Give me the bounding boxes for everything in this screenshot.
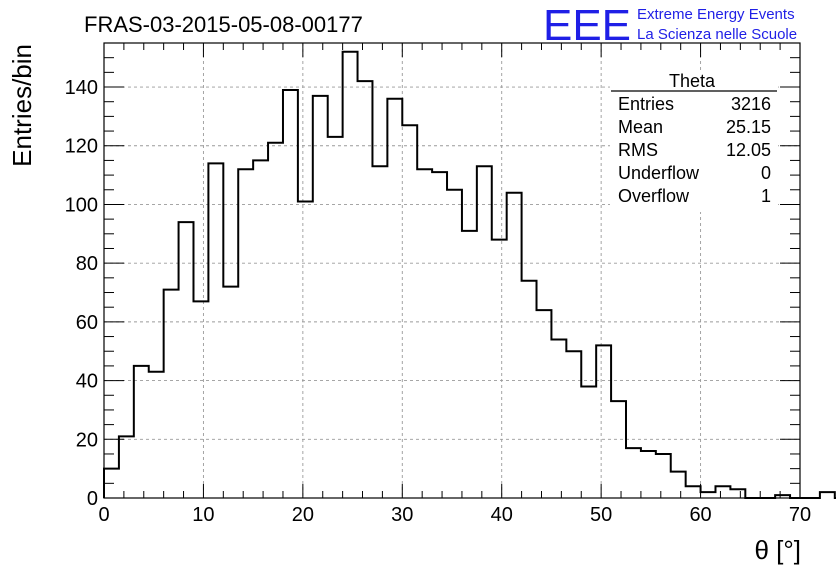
stats-row-rms: RMS 12.05 bbox=[618, 140, 771, 160]
histogram-bin bbox=[313, 96, 328, 498]
eee-logo-mark: EEE bbox=[543, 1, 631, 50]
y-tick-label: 40 bbox=[76, 371, 98, 393]
histogram-bin bbox=[641, 451, 656, 498]
histogram-bin bbox=[387, 99, 402, 498]
histogram-bin bbox=[537, 310, 552, 498]
grid-lines bbox=[104, 43, 800, 498]
histogram-bin bbox=[596, 345, 611, 498]
histogram-bin bbox=[402, 125, 417, 498]
x-tick-labels: 0 10 20 30 40 50 60 70 bbox=[98, 504, 811, 526]
histogram-bin bbox=[134, 366, 149, 498]
x-tick-label: 30 bbox=[391, 504, 413, 526]
y-tick-label: 140 bbox=[65, 77, 98, 99]
histogram-bin bbox=[372, 166, 387, 498]
y-tick-label: 80 bbox=[76, 253, 98, 275]
eee-logo-line1: Extreme Energy Events bbox=[637, 6, 795, 23]
histogram-bin bbox=[268, 143, 283, 498]
plot-frame bbox=[103, 42, 801, 499]
y-tick-label: 100 bbox=[65, 194, 98, 216]
histogram-bin bbox=[730, 489, 745, 498]
y-tick-label: 0 bbox=[87, 488, 98, 510]
histogram-bin bbox=[417, 169, 432, 498]
y-axis-title: Entries/bin bbox=[7, 44, 37, 167]
histogram-bin bbox=[551, 339, 566, 498]
stats-label: Entries bbox=[618, 94, 674, 114]
x-tick-label: 70 bbox=[789, 504, 811, 526]
y-tick-label: 120 bbox=[65, 136, 98, 158]
stats-label: Mean bbox=[618, 117, 663, 137]
histogram-bin bbox=[193, 301, 208, 498]
eee-logo-line2: La Scienza nelle Scuole bbox=[637, 26, 797, 43]
x-tick-label: 10 bbox=[192, 504, 214, 526]
y-tick-label: 20 bbox=[76, 429, 98, 451]
stats-label: Overflow bbox=[618, 186, 690, 206]
y-tick-label: 60 bbox=[76, 312, 98, 334]
histogram-bin bbox=[179, 222, 194, 498]
x-tick-label: 40 bbox=[491, 504, 513, 526]
histogram-bin bbox=[671, 472, 686, 498]
histogram-bin bbox=[164, 290, 179, 498]
stats-value: 1 bbox=[761, 186, 771, 206]
histogram-bin bbox=[656, 454, 671, 498]
histogram-bin bbox=[149, 372, 164, 498]
histogram-bin bbox=[686, 486, 701, 498]
x-tick-label: 20 bbox=[292, 504, 314, 526]
stats-box: Theta Entries 3216 Mean 25.15 RMS 12.05 … bbox=[610, 71, 778, 212]
histogram-bin bbox=[223, 287, 238, 498]
histogram-bin bbox=[477, 166, 492, 498]
histogram-bin bbox=[626, 448, 641, 498]
histogram-bin bbox=[358, 81, 373, 498]
histogram-bin bbox=[328, 137, 343, 498]
histogram-bin bbox=[522, 281, 537, 498]
histogram-bin bbox=[283, 90, 298, 498]
stats-box-title: Theta bbox=[669, 71, 716, 91]
x-tick-label: 50 bbox=[590, 504, 612, 526]
stats-value: 0 bbox=[761, 163, 771, 183]
chart-title: FRAS-03-2015-05-08-00177 bbox=[84, 12, 363, 37]
histogram-bin bbox=[611, 401, 626, 498]
histogram-bin bbox=[298, 202, 313, 498]
histogram-bin bbox=[581, 386, 596, 498]
histogram-outline bbox=[103, 50, 836, 499]
stats-label: RMS bbox=[618, 140, 658, 160]
histogram-bin bbox=[238, 169, 253, 498]
histogram-bin bbox=[432, 172, 447, 498]
x-tick-label: 60 bbox=[689, 504, 711, 526]
histogram-bin bbox=[119, 436, 134, 498]
eee-logo: EEE Extreme Energy Events La Scienza nel… bbox=[543, 1, 797, 50]
histogram-bin bbox=[253, 160, 268, 498]
y-tick-labels: 0 20 40 60 80 100 120 140 bbox=[65, 77, 98, 510]
histogram-bin bbox=[208, 163, 223, 498]
stats-value: 25.15 bbox=[726, 117, 771, 137]
histogram-bin bbox=[492, 240, 507, 498]
x-tick-label: 0 bbox=[98, 504, 109, 526]
stats-label: Underflow bbox=[618, 163, 700, 183]
histogram-bin bbox=[566, 351, 581, 498]
histogram-bin bbox=[715, 486, 730, 498]
stats-value: 12.05 bbox=[726, 140, 771, 160]
stats-row-underflow: Underflow 0 bbox=[618, 163, 771, 183]
histogram-bin bbox=[343, 52, 358, 498]
stats-row-mean: Mean 25.15 bbox=[618, 117, 771, 137]
histogram-bin bbox=[447, 190, 462, 498]
histogram-bin bbox=[507, 193, 522, 498]
stats-value: 3216 bbox=[731, 94, 771, 114]
stats-row-overflow: Overflow 1 bbox=[618, 186, 771, 206]
histogram-bin bbox=[462, 231, 477, 498]
x-axis-title: θ [°] bbox=[754, 535, 801, 565]
stats-row-entries: Entries 3216 bbox=[618, 94, 771, 114]
